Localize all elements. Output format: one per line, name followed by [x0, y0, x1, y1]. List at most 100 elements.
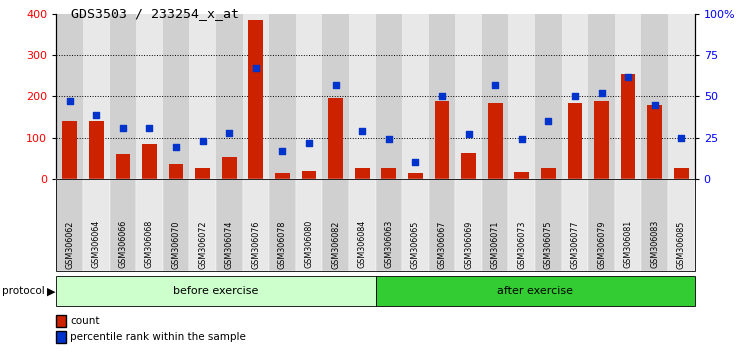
- Text: GSM306084: GSM306084: [357, 220, 366, 268]
- Bar: [243, 14, 269, 179]
- Bar: [136, 14, 163, 179]
- Text: ▶: ▶: [47, 286, 55, 296]
- Text: GSM306074: GSM306074: [225, 220, 234, 269]
- Bar: [402, 14, 429, 179]
- Bar: [83, 14, 110, 179]
- Bar: [189, 14, 216, 179]
- Point: [516, 136, 528, 142]
- Bar: [328, 98, 343, 179]
- Point: [542, 118, 554, 124]
- Bar: [275, 173, 290, 179]
- Bar: [382, 168, 396, 179]
- Bar: [429, 14, 455, 179]
- Point: [596, 90, 608, 96]
- Bar: [568, 103, 582, 179]
- Point: [622, 74, 634, 80]
- Point: [356, 128, 368, 134]
- Text: count: count: [70, 316, 99, 326]
- Bar: [514, 172, 529, 179]
- Bar: [562, 14, 588, 179]
- Bar: [302, 171, 316, 179]
- Text: GSM306077: GSM306077: [571, 220, 580, 269]
- Text: GSM306070: GSM306070: [171, 220, 180, 269]
- Point: [649, 102, 661, 108]
- Bar: [508, 14, 535, 179]
- Bar: [110, 14, 136, 179]
- Bar: [594, 101, 609, 179]
- Text: GSM306076: GSM306076: [252, 220, 261, 269]
- Text: GSM306071: GSM306071: [490, 220, 499, 269]
- Text: GSM306085: GSM306085: [677, 220, 686, 269]
- Text: GSM306079: GSM306079: [597, 220, 606, 269]
- Point: [330, 82, 342, 88]
- Text: before exercise: before exercise: [173, 286, 258, 296]
- Point: [250, 65, 262, 71]
- Text: GSM306083: GSM306083: [650, 220, 659, 268]
- Point: [489, 82, 501, 88]
- Text: GSM306062: GSM306062: [65, 220, 74, 269]
- Bar: [641, 14, 668, 179]
- Bar: [56, 14, 83, 179]
- Point: [170, 145, 182, 150]
- Bar: [142, 144, 157, 179]
- Point: [90, 112, 102, 118]
- Bar: [349, 14, 376, 179]
- Bar: [216, 14, 243, 179]
- Bar: [222, 158, 237, 179]
- Text: GSM306068: GSM306068: [145, 220, 154, 268]
- Bar: [535, 14, 562, 179]
- Bar: [249, 20, 263, 179]
- Text: GSM306063: GSM306063: [385, 220, 394, 268]
- Point: [675, 135, 687, 141]
- Bar: [482, 14, 508, 179]
- Text: GSM306082: GSM306082: [331, 220, 340, 269]
- Bar: [296, 14, 322, 179]
- Bar: [615, 14, 641, 179]
- Text: after exercise: after exercise: [497, 286, 573, 296]
- Text: GSM306064: GSM306064: [92, 220, 101, 268]
- Point: [303, 140, 315, 145]
- Point: [436, 94, 448, 99]
- Bar: [62, 121, 77, 179]
- Text: GSM306073: GSM306073: [517, 220, 526, 269]
- Bar: [169, 164, 183, 179]
- Text: GSM306078: GSM306078: [278, 220, 287, 269]
- Point: [223, 130, 235, 136]
- Text: GSM306069: GSM306069: [464, 220, 473, 269]
- Bar: [461, 153, 476, 179]
- Point: [143, 125, 155, 131]
- Text: GSM306081: GSM306081: [623, 220, 632, 268]
- Point: [197, 138, 209, 144]
- Bar: [116, 154, 130, 179]
- Bar: [588, 14, 615, 179]
- Point: [117, 125, 129, 131]
- Bar: [408, 173, 423, 179]
- Text: GSM306075: GSM306075: [544, 220, 553, 269]
- Point: [463, 131, 475, 137]
- Point: [569, 94, 581, 99]
- Bar: [435, 101, 449, 179]
- Bar: [269, 14, 296, 179]
- Point: [64, 98, 76, 104]
- Point: [409, 160, 421, 165]
- Text: GSM306072: GSM306072: [198, 220, 207, 269]
- Text: GDS3503 / 233254_x_at: GDS3503 / 233254_x_at: [71, 7, 240, 20]
- Text: protocol: protocol: [2, 286, 44, 296]
- Bar: [621, 74, 635, 179]
- Bar: [668, 14, 695, 179]
- Text: GSM306065: GSM306065: [411, 220, 420, 269]
- Bar: [488, 103, 502, 179]
- Bar: [674, 168, 689, 179]
- Text: GSM306080: GSM306080: [304, 220, 313, 268]
- Bar: [541, 168, 556, 179]
- Bar: [376, 14, 402, 179]
- Point: [383, 136, 395, 142]
- Text: GSM306066: GSM306066: [119, 220, 128, 268]
- Text: percentile rank within the sample: percentile rank within the sample: [70, 332, 246, 342]
- Bar: [355, 168, 369, 179]
- Text: GSM306067: GSM306067: [438, 220, 447, 269]
- Bar: [647, 105, 662, 179]
- Bar: [322, 14, 349, 179]
- Bar: [163, 14, 189, 179]
- Bar: [89, 121, 104, 179]
